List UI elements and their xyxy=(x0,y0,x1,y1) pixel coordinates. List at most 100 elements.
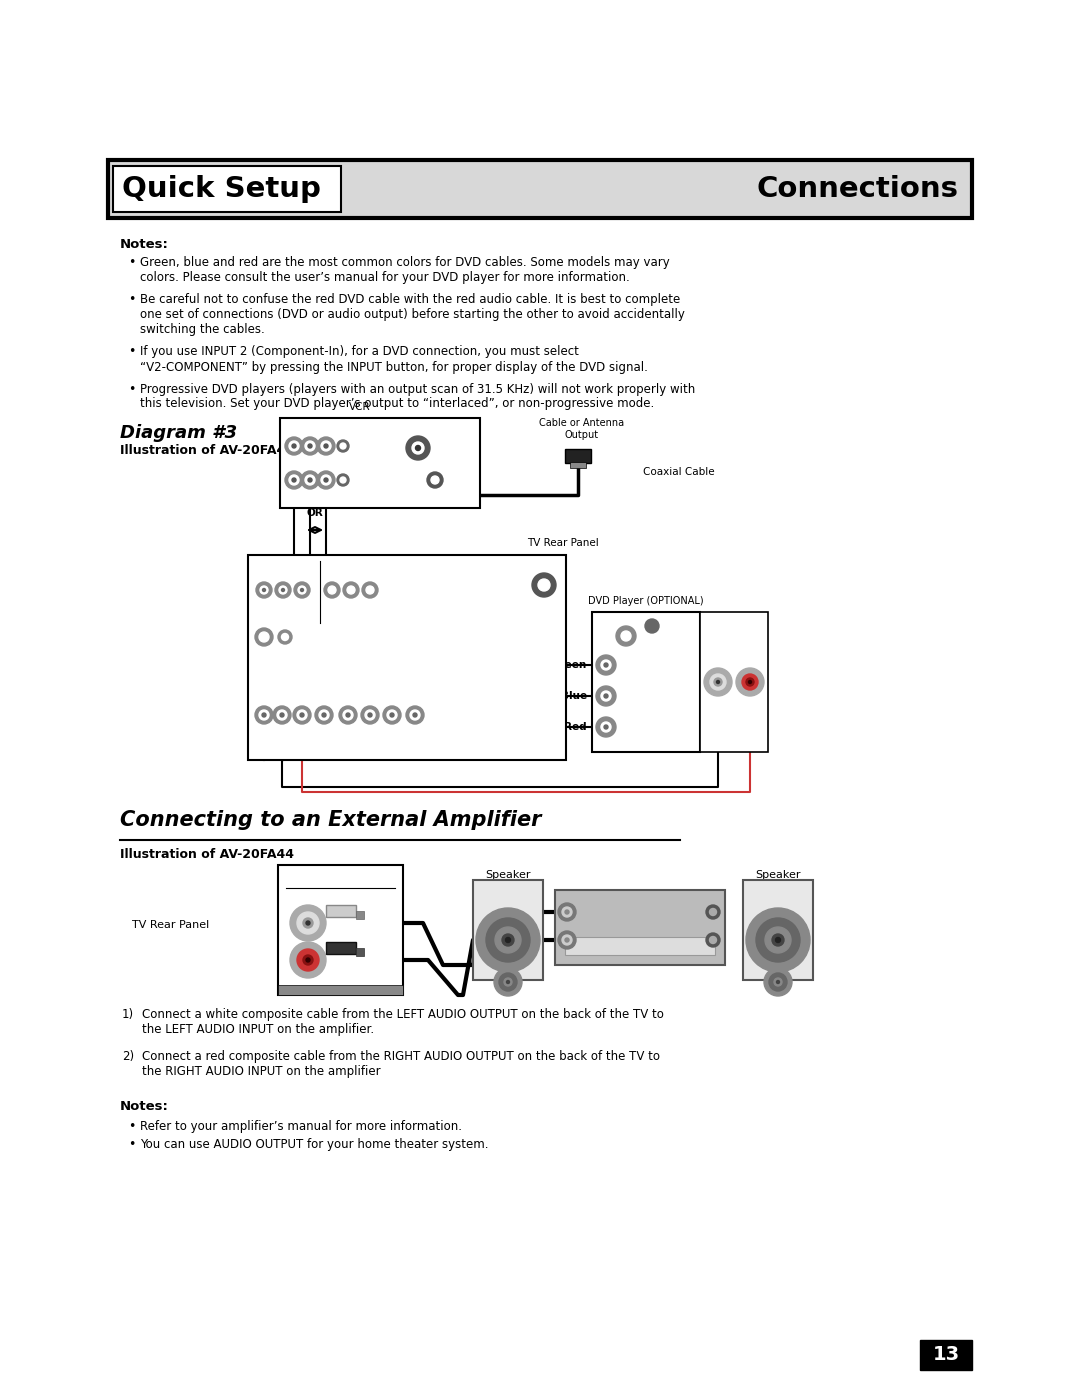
FancyBboxPatch shape xyxy=(326,905,356,916)
Text: OR: OR xyxy=(307,509,323,518)
Circle shape xyxy=(735,668,764,696)
Circle shape xyxy=(319,710,329,719)
Circle shape xyxy=(406,705,424,724)
FancyBboxPatch shape xyxy=(108,161,972,218)
Circle shape xyxy=(494,968,522,996)
FancyBboxPatch shape xyxy=(555,890,725,965)
Circle shape xyxy=(406,436,430,460)
FancyBboxPatch shape xyxy=(280,418,480,509)
FancyBboxPatch shape xyxy=(570,462,586,468)
Circle shape xyxy=(262,588,266,591)
Circle shape xyxy=(748,680,752,683)
Text: 1): 1) xyxy=(122,1009,134,1021)
Text: R: R xyxy=(356,891,364,901)
Circle shape xyxy=(562,907,572,916)
Circle shape xyxy=(294,583,310,598)
Text: Green, blue and red are the most common colors for DVD cables. Some models may v: Green, blue and red are the most common … xyxy=(140,256,670,284)
Circle shape xyxy=(596,655,616,675)
Circle shape xyxy=(390,712,394,717)
FancyBboxPatch shape xyxy=(920,1340,972,1370)
Circle shape xyxy=(361,705,379,724)
Circle shape xyxy=(504,978,512,986)
FancyBboxPatch shape xyxy=(592,612,700,752)
Circle shape xyxy=(306,921,310,925)
Circle shape xyxy=(343,583,359,598)
FancyBboxPatch shape xyxy=(743,880,813,981)
Circle shape xyxy=(291,942,326,978)
Text: L: L xyxy=(308,426,312,434)
Circle shape xyxy=(777,981,780,983)
Circle shape xyxy=(259,631,269,643)
Circle shape xyxy=(322,712,326,717)
FancyBboxPatch shape xyxy=(326,942,356,954)
Text: Notes:: Notes: xyxy=(120,237,168,251)
Circle shape xyxy=(337,440,349,453)
Circle shape xyxy=(318,471,335,489)
Circle shape xyxy=(769,972,787,990)
Text: 13: 13 xyxy=(932,1345,959,1365)
Text: •: • xyxy=(129,1120,135,1133)
Circle shape xyxy=(339,705,357,724)
Circle shape xyxy=(282,588,284,591)
Circle shape xyxy=(366,585,374,594)
Text: VIDEO/S: VIDEO/S xyxy=(267,617,294,623)
Circle shape xyxy=(600,659,611,671)
Circle shape xyxy=(301,471,319,489)
Circle shape xyxy=(596,717,616,738)
Circle shape xyxy=(772,935,784,946)
Text: Illustration of AV-20FA44: Illustration of AV-20FA44 xyxy=(120,848,294,861)
Circle shape xyxy=(289,441,299,451)
Text: DVD Player (OPTIONAL): DVD Player (OPTIONAL) xyxy=(589,597,704,606)
Circle shape xyxy=(600,692,611,701)
Circle shape xyxy=(710,908,716,915)
Circle shape xyxy=(255,705,273,724)
Circle shape xyxy=(318,437,335,455)
Text: INPUT 2: INPUT 2 xyxy=(330,563,365,571)
Circle shape xyxy=(387,710,397,719)
Circle shape xyxy=(324,444,328,448)
Text: Refer to your amplifier’s manual for more information.: Refer to your amplifier’s manual for mor… xyxy=(140,1120,462,1133)
Text: •: • xyxy=(129,1139,135,1151)
Circle shape xyxy=(383,705,401,724)
Circle shape xyxy=(280,712,284,717)
Circle shape xyxy=(346,712,350,717)
Circle shape xyxy=(706,905,720,919)
Text: Illustration of AV-20FA44: Illustration of AV-20FA44 xyxy=(120,443,294,457)
FancyBboxPatch shape xyxy=(278,865,403,995)
Circle shape xyxy=(301,437,319,455)
Text: If you use INPUT 2 (Component-In), for a DVD connection, you must select
“V2-COM: If you use INPUT 2 (Component-In), for a… xyxy=(140,345,648,373)
Circle shape xyxy=(300,588,303,591)
Circle shape xyxy=(558,902,576,921)
Circle shape xyxy=(278,630,292,644)
Circle shape xyxy=(368,712,372,717)
Text: 2): 2) xyxy=(122,1051,134,1063)
Text: Coaxial Cable: Coaxial Cable xyxy=(643,467,715,476)
Circle shape xyxy=(347,585,355,594)
Text: Connect a red composite cable from the RIGHT AUDIO OUTPUT on the back of the TV : Connect a red composite cable from the R… xyxy=(141,1051,660,1078)
Circle shape xyxy=(746,678,754,686)
Text: AUDIO
OUT: AUDIO OUT xyxy=(256,657,278,671)
Circle shape xyxy=(297,949,319,971)
Circle shape xyxy=(507,981,510,983)
Text: •: • xyxy=(129,256,135,270)
Text: L: L xyxy=(715,643,720,651)
Text: Speaker: Speaker xyxy=(485,870,530,880)
Text: Be careful not to confuse the red DVD cable with the red audio cable. It is best: Be careful not to confuse the red DVD ca… xyxy=(140,293,685,337)
Circle shape xyxy=(305,441,315,451)
Circle shape xyxy=(260,585,268,594)
Text: Y: Y xyxy=(603,624,609,634)
Circle shape xyxy=(562,935,572,944)
Text: Blue: Blue xyxy=(561,692,588,701)
Text: Red: Red xyxy=(565,722,588,732)
Circle shape xyxy=(604,694,608,698)
Text: Connecting to an External Amplifier: Connecting to an External Amplifier xyxy=(120,810,541,830)
Text: R: R xyxy=(292,426,297,434)
Circle shape xyxy=(558,930,576,949)
Circle shape xyxy=(262,712,266,717)
Circle shape xyxy=(706,933,720,947)
Text: You can use AUDIO OUTPUT for your home theater system.: You can use AUDIO OUTPUT for your home t… xyxy=(140,1139,488,1151)
Text: L: L xyxy=(306,891,311,901)
Text: AUDIO OUT: AUDIO OUT xyxy=(314,877,367,886)
Circle shape xyxy=(308,444,312,448)
Circle shape xyxy=(616,626,636,645)
